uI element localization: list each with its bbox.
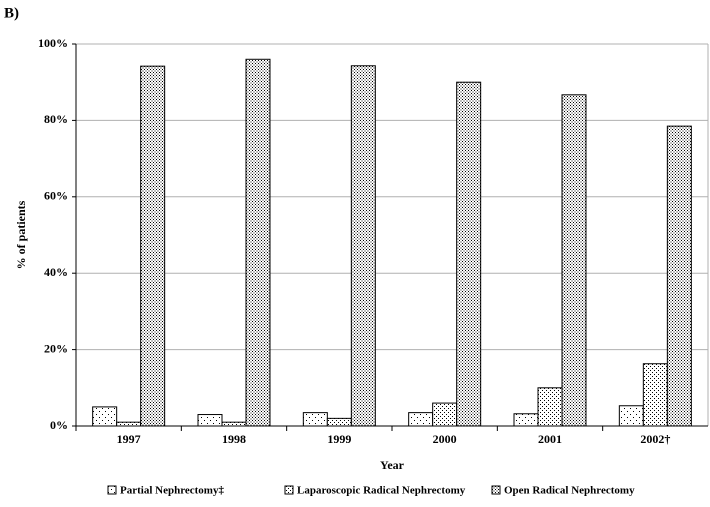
y-tick-label: 100% (38, 36, 68, 50)
x-tick-label: 1999 (327, 432, 351, 446)
bar (666, 125, 692, 427)
y-axis-label: % of patients (14, 200, 28, 269)
bar (561, 94, 587, 427)
bar (456, 81, 482, 427)
legend-swatch (491, 485, 501, 495)
x-tick-label: 2001 (538, 432, 562, 446)
bar (537, 387, 563, 427)
bar (513, 413, 539, 427)
bar (408, 412, 434, 427)
bar (302, 412, 328, 427)
x-tick-label: 1997 (117, 432, 141, 446)
y-tick-label: 40% (44, 265, 68, 279)
y-tick-label: 0% (50, 418, 68, 432)
y-tick-label: 80% (44, 112, 68, 126)
bar (197, 414, 223, 427)
x-tick-label: 2002† (640, 432, 670, 446)
bar (642, 363, 668, 427)
y-tick-label: 20% (44, 341, 68, 355)
legend-swatch (107, 485, 117, 495)
bar (618, 405, 644, 427)
legend-label: Open Radical Nephrectomy (504, 485, 635, 497)
bar (116, 421, 142, 427)
legend-swatch (284, 485, 294, 495)
bar (221, 421, 247, 427)
bar (92, 406, 118, 427)
bar (245, 58, 271, 427)
y-tick-label: 60% (44, 189, 68, 203)
legend-label: Partial Nephrectomy‡ (120, 485, 224, 497)
x-axis-label: Year (380, 458, 405, 472)
bar (140, 65, 166, 427)
legend-label: Laparoscopic Radical Nephrectomy (297, 485, 466, 497)
bar (432, 402, 458, 427)
x-tick-label: 1998 (222, 432, 246, 446)
bar (350, 65, 376, 427)
x-tick-label: 2000 (433, 432, 457, 446)
bar (326, 417, 352, 427)
panel-label: B) (4, 5, 19, 21)
